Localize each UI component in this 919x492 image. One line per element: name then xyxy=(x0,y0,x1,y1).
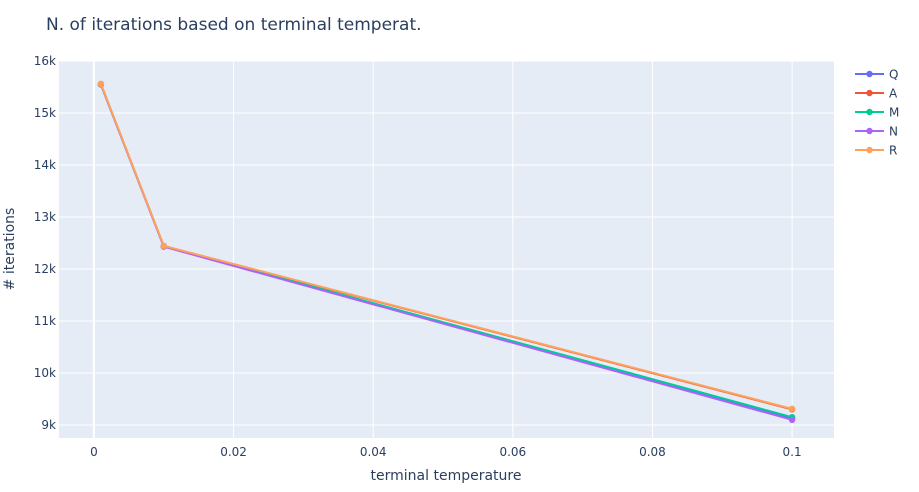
legend-item-r[interactable]: R xyxy=(855,144,897,158)
y-tick-label: 13k xyxy=(34,210,56,224)
y-axis-title: # iterations xyxy=(2,208,18,291)
data-point-n xyxy=(788,416,796,423)
data-point-r xyxy=(97,80,105,88)
legend-swatch-marker xyxy=(866,89,873,97)
legend-item-q[interactable]: Q xyxy=(855,68,898,82)
x-tick-label: 0.08 xyxy=(639,445,666,459)
legend-swatch-marker xyxy=(866,127,873,135)
series-r xyxy=(97,80,796,413)
x-tick-label: 0.02 xyxy=(220,445,247,459)
series-layer xyxy=(97,80,796,423)
legend-label: M xyxy=(889,106,899,120)
y-tick-label: 12k xyxy=(34,262,56,276)
legend-item-a[interactable]: A xyxy=(855,87,898,101)
x-tick-labels: 0 0.02 0.04 0.06 0.08 0.1 xyxy=(90,445,802,459)
legend-label: R xyxy=(889,144,897,158)
legend-swatch-marker xyxy=(866,146,873,154)
plot-background xyxy=(59,61,834,438)
y-tick-label: 11k xyxy=(34,314,56,328)
legend-item-m[interactable]: M xyxy=(855,106,899,120)
y-tick-labels: 9k 10k 11k 12k 13k 14k 15k 16k xyxy=(34,54,56,432)
x-axis-title: terminal temperature xyxy=(371,468,522,484)
x-tick-label: 0.1 xyxy=(783,445,802,459)
legend-swatch-marker xyxy=(866,70,873,78)
x-tick-label: 0.04 xyxy=(360,445,387,459)
y-tick-label: 15k xyxy=(34,106,56,120)
y-tick-label: 10k xyxy=(34,366,56,380)
chart-title: N. of iterations based on terminal tempe… xyxy=(46,15,422,35)
data-point-r xyxy=(788,405,796,413)
x-tick-label: 0 xyxy=(90,445,98,459)
data-point-r xyxy=(160,242,167,250)
legend-swatch-marker xyxy=(866,108,873,116)
x-tick-label: 0.06 xyxy=(499,445,526,459)
legend-label: Q xyxy=(889,68,898,82)
legend-label: N xyxy=(889,125,898,139)
grid-layer xyxy=(59,60,834,438)
legend-label: A xyxy=(889,87,898,101)
y-tick-label: 16k xyxy=(34,54,56,68)
y-tick-label: 9k xyxy=(41,418,56,432)
legend-item-n[interactable]: N xyxy=(855,125,898,139)
y-tick-label: 14k xyxy=(34,158,56,172)
